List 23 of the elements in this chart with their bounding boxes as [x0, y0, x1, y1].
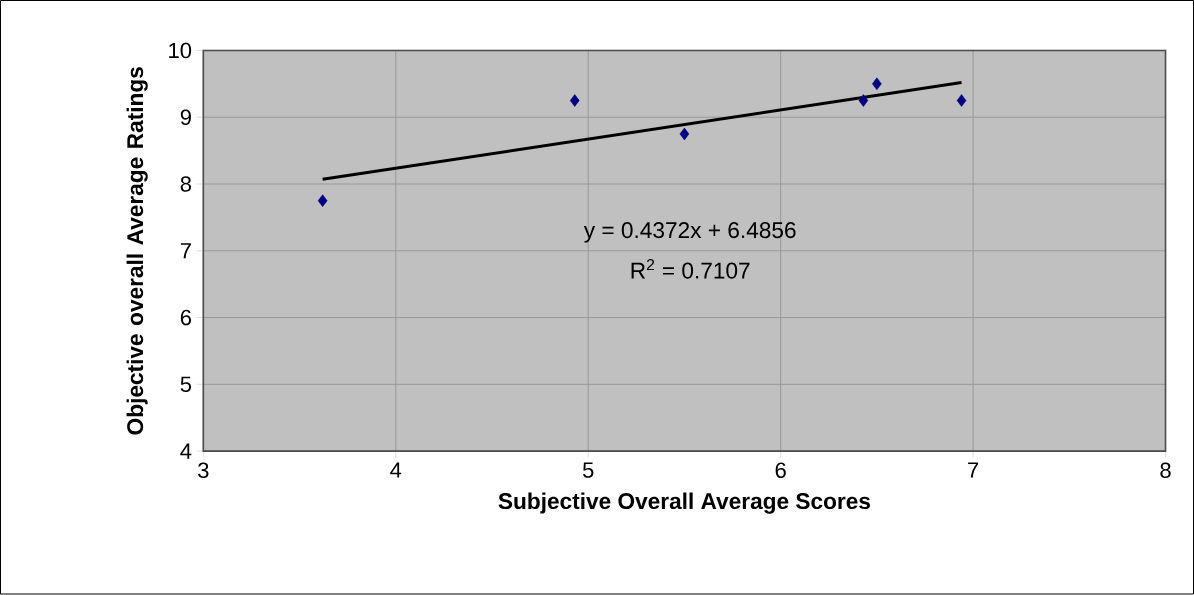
y-tick-label: 5 [180, 376, 192, 393]
y-tick-label: 9 [180, 109, 191, 126]
annotation: y = 0.4372x + 6.4856 [583, 222, 796, 243]
y-tick-label: 6 [180, 310, 192, 326]
point [679, 127, 690, 141]
point [569, 94, 580, 108]
x-tick-label: 7 [968, 462, 979, 478]
y-tick-label: 10 [169, 42, 192, 59]
x-tick-label: 5 [582, 462, 594, 479]
x-tick-label: 6 [775, 462, 786, 479]
point [858, 94, 869, 108]
x-tick-label: 8 [1160, 462, 1171, 479]
point [956, 94, 967, 108]
x-tick-label: 3 [198, 462, 209, 479]
y-tick-label: 8 [180, 176, 192, 193]
annotation: R$^{2}$ = 0.7107 [631, 259, 750, 279]
x-tick-label: 4 [390, 462, 402, 478]
y-tick-label: 7 [180, 243, 191, 259]
y-tick-label: 4 [180, 443, 192, 459]
point [317, 194, 328, 208]
point [872, 77, 882, 91]
y-axis-title: Objective overall Average Ratings [126, 67, 148, 435]
x-axis-title: Subjective Overall Average Scores [498, 492, 870, 514]
